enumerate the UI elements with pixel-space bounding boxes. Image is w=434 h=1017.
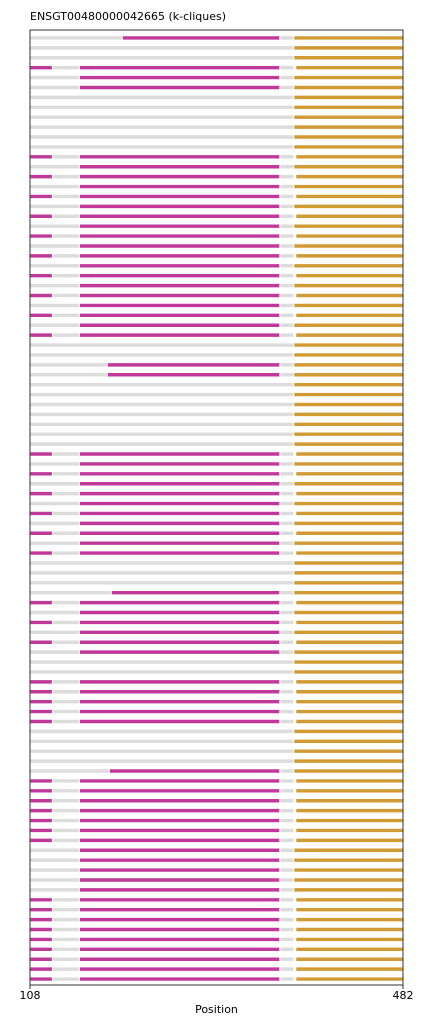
x-tick-label: 108 [20,989,41,1002]
x-tick-label: 482 [393,989,414,1002]
plot-area [30,36,403,981]
chart-title: ENSGT00480000042665 (k-cliques) [30,10,226,23]
plot-frame [29,29,404,986]
x-axis-label: Position [195,1003,238,1016]
